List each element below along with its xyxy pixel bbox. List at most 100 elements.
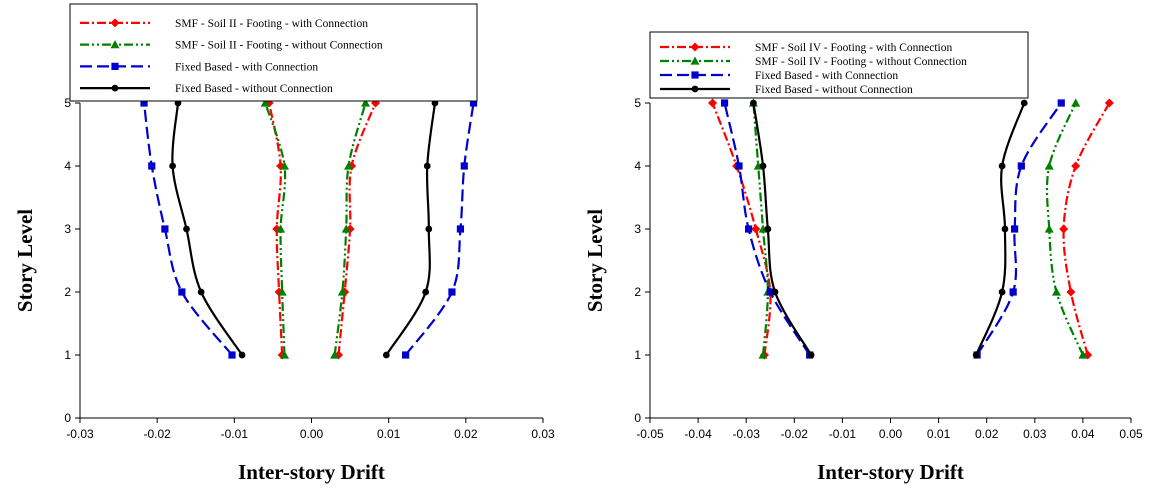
x-tick-label: -0.02 (143, 427, 171, 441)
data-point (735, 162, 743, 170)
legend-marker (110, 18, 120, 28)
data-point (1059, 224, 1069, 234)
legend-label: Fixed Based - with Connection (175, 61, 318, 73)
data-point (708, 98, 718, 108)
data-point (1009, 288, 1017, 296)
x-tick-label: -0.01 (829, 427, 857, 441)
data-point (279, 350, 289, 359)
y-tick-label: 0 (64, 411, 71, 425)
data-point (423, 162, 431, 170)
data-point (330, 350, 340, 359)
y-tick-label: 1 (64, 348, 71, 362)
data-point (382, 351, 390, 359)
left-drift-chart: -0.03 -0.02 -0.01 0.00 0.01 0.02 0.03 0 1 2 3 4 5 Int… (13, 3, 555, 484)
legend-label: Fixed Based - with Connection (755, 70, 898, 82)
data-point (140, 99, 148, 107)
data-point (183, 225, 190, 233)
legend-label: Fixed Based - without Connection (175, 83, 333, 95)
y-tick-label: 5 (634, 96, 641, 110)
data-point (161, 225, 169, 233)
data-point (1078, 350, 1088, 359)
data-point (169, 162, 176, 170)
data-point (807, 351, 815, 359)
series-line (333, 102, 367, 356)
data-point (766, 288, 774, 296)
data-point (178, 288, 186, 296)
data-point (771, 288, 779, 296)
data-point (228, 351, 236, 359)
x-tick-label: 0.03 (531, 427, 555, 441)
data-point (456, 225, 465, 233)
data-point (337, 287, 347, 296)
data-point (341, 224, 351, 233)
data-point (422, 288, 430, 296)
legend-label: Fixed Based - without Connection (755, 84, 913, 96)
y-tick-label: 3 (64, 222, 71, 236)
series-line (711, 102, 772, 356)
data-point (279, 161, 289, 170)
y-tick-label: 4 (634, 159, 641, 173)
data-point (759, 162, 767, 170)
y-tick-label: 3 (634, 222, 641, 236)
data-point (402, 351, 410, 359)
x-tick-label: 0.02 (975, 427, 999, 441)
y-tick-label: 2 (64, 285, 71, 299)
data-point (751, 224, 761, 234)
legend-label: SMF - Soil II - Footing - without Connec… (175, 40, 383, 52)
y-axis-title: Story Level (583, 209, 607, 312)
x-tick-label: 0.01 (377, 427, 401, 441)
legend: SMF - Soil II - Footing - with Connectio… (69, 3, 478, 102)
data-point (1044, 224, 1054, 233)
x-tick-label: -0.04 (684, 427, 712, 441)
y-tick-label: 5 (64, 96, 71, 110)
data-point (197, 288, 205, 296)
data-point (720, 99, 729, 107)
legend-marker (691, 85, 699, 93)
legend-label: SMF - Soil II - Footing - with Connectio… (175, 18, 368, 30)
series-circle (750, 99, 1028, 359)
legend-marker (110, 40, 120, 49)
data-point (425, 225, 433, 233)
series-circle (169, 99, 439, 359)
data-point (745, 225, 753, 233)
data-point (750, 99, 757, 107)
data-point (1051, 287, 1061, 296)
legend-marker (690, 42, 700, 52)
y-tick-label: 0 (634, 411, 641, 425)
data-point (260, 98, 270, 107)
x-tick-label: -0.03 (66, 427, 94, 441)
data-point (972, 351, 980, 359)
legend-marker (690, 56, 700, 65)
y-tick-label: 4 (64, 159, 71, 173)
data-point (344, 161, 354, 170)
x-tick-label: -0.01 (221, 427, 249, 441)
data-point (1071, 98, 1081, 107)
x-axis-title: Inter-story Drift (817, 460, 964, 484)
legend-marker (691, 71, 699, 79)
data-point (764, 225, 772, 233)
series-triangle (260, 98, 371, 359)
legend-marker (111, 84, 119, 92)
data-point (277, 287, 287, 296)
data-point (1066, 287, 1076, 297)
data-point (1071, 161, 1081, 171)
data-point (1104, 98, 1114, 108)
series-square (140, 99, 478, 359)
x-tick-label: 0.04 (1071, 427, 1095, 441)
legend-box (69, 3, 478, 102)
data-point (1044, 161, 1054, 170)
data-point (1020, 99, 1028, 107)
x-tick-label: 0.02 (454, 427, 478, 441)
series-diamond (708, 98, 1114, 360)
data-point (1017, 162, 1025, 170)
x-tick-label: 0.03 (1023, 427, 1047, 441)
data-point (1010, 225, 1019, 233)
data-point (998, 162, 1006, 170)
data-point (998, 288, 1006, 296)
legend: SMF - Soil IV - Footing - with Connectio… (649, 31, 1029, 99)
data-point (276, 224, 286, 233)
y-tick-label: 2 (634, 285, 641, 299)
series-line (264, 102, 287, 356)
data-point (238, 351, 246, 359)
